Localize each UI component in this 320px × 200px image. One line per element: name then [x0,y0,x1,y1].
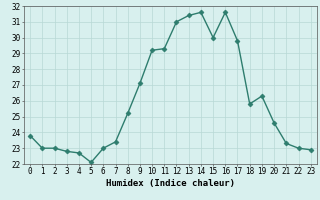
X-axis label: Humidex (Indice chaleur): Humidex (Indice chaleur) [106,179,235,188]
